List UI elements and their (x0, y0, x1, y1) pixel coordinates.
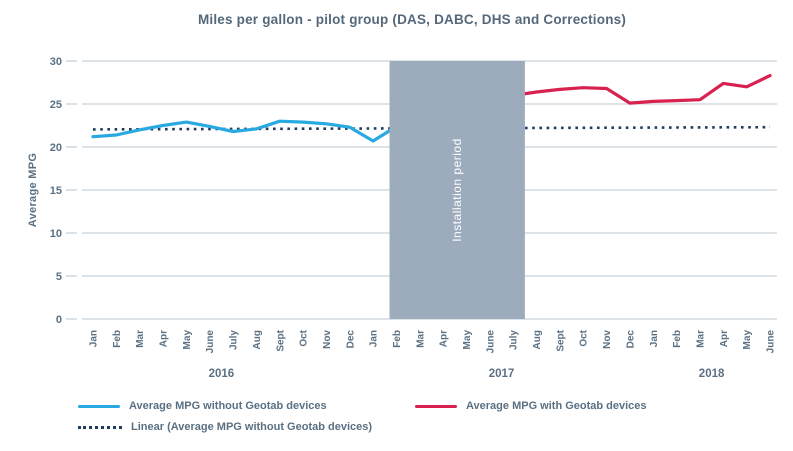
x-tick-label: Feb (392, 330, 403, 348)
x-tick-label: Apr (159, 330, 170, 347)
x-tick-label: Dec (625, 330, 636, 349)
legend-label: Linear (Average MPG without Geotab devic… (131, 421, 373, 433)
x-tick-label: Aug (252, 330, 263, 349)
x-tick-label: July (229, 330, 240, 350)
x-tick-label: June (766, 330, 777, 354)
x-tick-label: June (205, 330, 216, 354)
year-label: 2016 (209, 368, 235, 380)
year-label: 2018 (699, 368, 725, 380)
legend-swatch-dotted-line (78, 425, 122, 429)
x-tick-label: Dec (345, 330, 356, 349)
x-tick-label: Mar (135, 330, 146, 348)
x-tick-label: Apr (439, 330, 450, 347)
x-tick-label: Jan (89, 330, 100, 347)
installation-period-label: Installation period (450, 138, 464, 242)
x-tick-label: July (509, 330, 520, 350)
x-tick-label: Nov (602, 330, 613, 349)
legend-swatch-blue-line (78, 404, 120, 408)
x-tick-label: May (462, 330, 473, 350)
x-tick-label: Oct (579, 329, 590, 346)
y-tick-label: 15 (50, 185, 62, 197)
y-tick-label: 0 (56, 314, 62, 326)
x-tick-label: Sept (275, 329, 286, 351)
x-tick-label: June (485, 330, 496, 354)
legend-swatch-red-line (415, 404, 457, 408)
x-tick-label: Feb (112, 330, 123, 348)
x-tick-label: Aug (532, 330, 543, 349)
x-tick-label: May (742, 330, 753, 350)
x-tick-label: Feb (672, 330, 683, 348)
x-tick-label: Jan (369, 330, 380, 347)
y-tick-label: 10 (50, 228, 62, 240)
year-label: 2017 (489, 368, 515, 380)
legend-label: Average MPG without Geotab devices (129, 400, 327, 412)
y-tick-label: 30 (50, 56, 62, 68)
y-tick-label: 20 (50, 142, 62, 154)
legend-item-linear-trend: Linear (Average MPG without Geotab devic… (78, 421, 372, 433)
series-line-with-geotab (511, 73, 772, 105)
legend-item-with-geotab: Average MPG with Geotab devices (415, 400, 647, 412)
y-tick-label: 25 (50, 99, 62, 111)
installation-period-band (389, 61, 525, 319)
series-line-without-geotab (91, 119, 399, 143)
legend-item-without-geotab: Average MPG without Geotab devices (78, 400, 327, 412)
x-tick-label: Mar (696, 330, 707, 348)
x-tick-label: Jan (649, 330, 660, 347)
y-tick-label: 5 (56, 271, 62, 283)
legend-label: Average MPG with Geotab devices (466, 400, 647, 412)
chart-title: Miles per gallon - pilot group (DAS, DAB… (197, 12, 627, 27)
x-tick-label: Sept (555, 329, 566, 351)
x-tick-label: Oct (299, 329, 310, 346)
x-tick-label: Mar (415, 330, 426, 348)
x-tick-label: May (182, 330, 193, 350)
x-tick-label: Nov (322, 330, 333, 349)
x-tick-label: Apr (719, 330, 730, 347)
